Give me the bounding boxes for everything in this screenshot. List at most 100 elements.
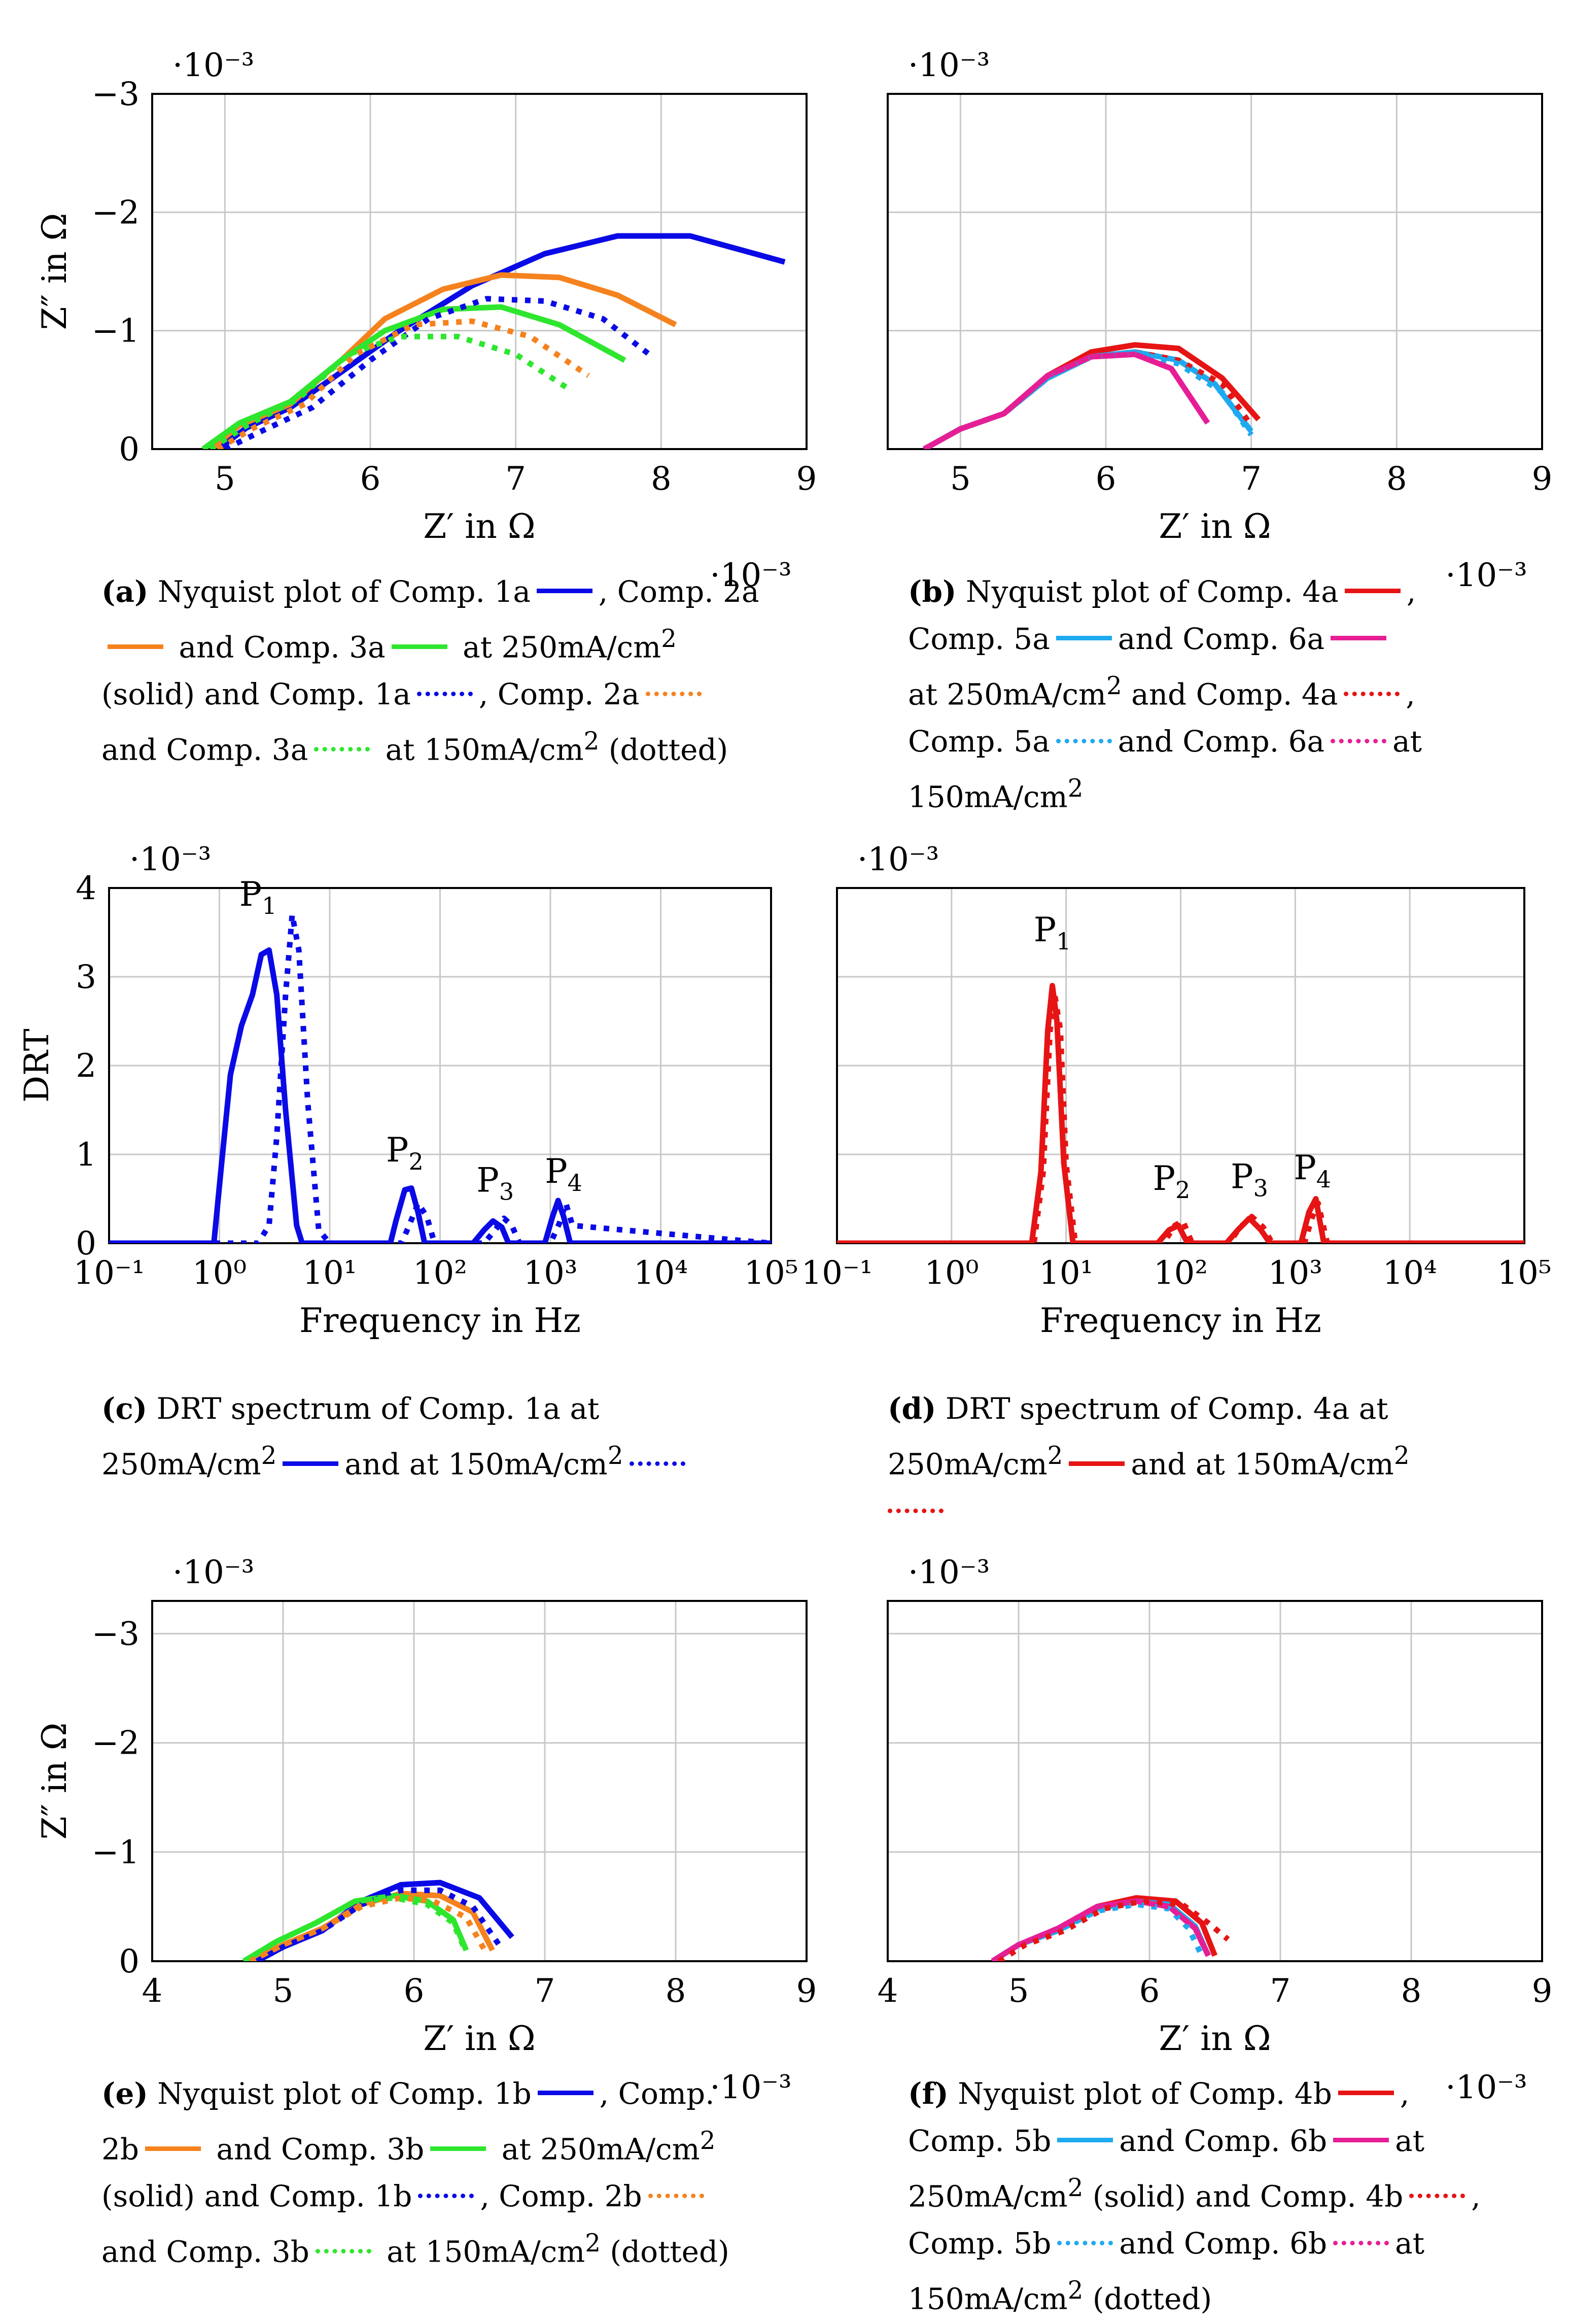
caption-text: and Comp. 3b (101, 2234, 309, 2269)
x-tick-label: 9 (1532, 1972, 1553, 2010)
caption-text: and Comp. 3a (179, 630, 386, 665)
caption-sup: 2 (1067, 2174, 1084, 2202)
plot-frame (836, 887, 1525, 1244)
series-line (216, 318, 590, 449)
caption-text: and at 150mA/cm (344, 1447, 608, 1482)
x-tick-label: 10⁵ (744, 1254, 798, 1292)
caption-text: , Comp. 2a (478, 677, 640, 712)
y-tick-label: 4 (76, 870, 96, 907)
series-line (923, 351, 1210, 449)
x-tick-label: 10³ (523, 1254, 577, 1292)
legend-swatch (1409, 2193, 1465, 2198)
legend-swatch (1056, 636, 1112, 641)
x-scale-label: ·10⁻³ (710, 2069, 791, 2106)
peak-label: P3 (1231, 1157, 1268, 1202)
caption-text: and Comp. 4a (1131, 677, 1338, 712)
caption-sup: 2 (1106, 672, 1122, 700)
caption-tag: (b) (908, 574, 957, 609)
legend-swatch (418, 2193, 474, 2198)
legend-swatch (536, 589, 592, 594)
legend-swatch (1057, 2240, 1113, 2245)
caption-text: and Comp. 6b (1119, 2226, 1328, 2261)
panel-d: 10⁻¹ 10⁰ 10¹ 10² 10³ 10⁴ 10⁵ ·10⁻³ Frequency in … (801, 841, 1552, 1340)
caption-sup: 2 (261, 1442, 277, 1470)
x-tick-label: 4 (142, 1972, 163, 2010)
y-tick-label: 0 (119, 431, 139, 468)
legend-swatch (1344, 691, 1400, 696)
caption-text: , Comp. 2b (480, 2179, 642, 2214)
y-tick-label: −1 (92, 313, 139, 350)
caption-text: at (1395, 2226, 1425, 2261)
panel-e: 4 5 6 7 8 9 0 −1 −2 −3 ·10⁻³ ·10⁻³ Z′ in Ω Z″ in Ω (35, 1554, 817, 2106)
caption-d: (d) DRT spectrum of Comp. 4a at 250mA/cm… (888, 1385, 1522, 1535)
x-tick-label: 9 (796, 1972, 817, 2010)
legend-swatch (888, 1508, 944, 1513)
legend-swatch (537, 2091, 594, 2096)
panel-a: 5 6 7 8 9 0 −1 −2 −3 ·10⁻³ ·10⁻³ Z′ in Ω Z″ in Ω (35, 47, 817, 594)
series-line (249, 1895, 488, 1961)
legend-swatch (1057, 2138, 1113, 2143)
panel-c: 10⁻¹ 10⁰ 10¹ 10² 10³ 10⁴ 10⁵ 0 1 2 3 4 ·10⁻³ Frequenc… (17, 841, 798, 1340)
caption-text: (dotted) (610, 2234, 729, 2269)
caption-sup: 2 (1067, 2276, 1084, 2305)
caption-text: and Comp. 6a (1118, 724, 1325, 759)
x-tick-label: 10⁻¹ (74, 1254, 145, 1292)
x-tick-label: 9 (796, 460, 817, 498)
panel-f: 4 5 6 7 8 9 ·10⁻³ ·10⁻³ Z′ in Ω (878, 1554, 1553, 2106)
caption-c: (c) DRT spectrum of Comp. 1a at 250mA/cm… (101, 1385, 761, 1488)
caption-sup: 2 (607, 1442, 623, 1470)
x-tick-label: 10⁴ (634, 1254, 688, 1292)
caption-text: at 250mA/cm (908, 677, 1106, 712)
x-axis-label: Z′ in Ω (423, 507, 535, 546)
caption-text: 250mA/cm (888, 1447, 1048, 1482)
series-line (923, 342, 1261, 449)
y-axis-label: Z″ in Ω (35, 213, 74, 330)
caption-b: (b) Nyquist plot of Comp. 4a, Comp. 5a an… (908, 568, 1517, 821)
legend-swatch (645, 691, 702, 696)
caption-text: 2b (101, 2132, 139, 2167)
caption-text: Nyquist plot of Comp. 4b (958, 2076, 1332, 2111)
x-tick-label: 8 (1401, 1972, 1422, 2010)
caption-text: and Comp. 6a (1118, 622, 1325, 656)
caption-text: at (1392, 724, 1422, 759)
caption-text: and Comp. 3a (101, 732, 308, 767)
x-tick-label: 10⁻¹ (801, 1254, 873, 1292)
series-line (201, 304, 626, 449)
x-tick-label: 6 (404, 1972, 425, 2010)
peak-label: P2 (1153, 1159, 1191, 1204)
y-tick-label: −2 (92, 194, 139, 231)
series-line (109, 947, 771, 1243)
y-tick-label: 2 (76, 1047, 96, 1085)
peak-label: P1 (1034, 910, 1071, 955)
caption-sup: 2 (661, 625, 677, 653)
plot-frame (151, 1600, 808, 1962)
x-tick-label: 8 (1386, 460, 1407, 498)
caption-tag: (a) (101, 574, 149, 609)
caption-text: (solid) and Comp. 4b (1092, 2179, 1404, 2214)
caption-text: , (1400, 2076, 1410, 2111)
caption-text: DRT spectrum of Comp. 4a at (945, 1391, 1388, 1426)
x-scale-label: ·10⁻³ (1445, 557, 1527, 594)
caption-text: , (1406, 677, 1415, 712)
caption-text: 150mA/cm (908, 2281, 1068, 2316)
x-tick-label: 7 (505, 460, 526, 498)
caption-text: (solid) and Comp. 1a (101, 677, 411, 712)
caption-sup: 2 (1067, 774, 1084, 803)
y-scale-label: ·10⁻³ (857, 841, 939, 878)
x-tick-label: 10⁰ (924, 1254, 979, 1292)
x-tick-label: 10² (1154, 1254, 1208, 1292)
caption-text: 150mA/cm (908, 779, 1068, 814)
caption-sup: 2 (585, 2229, 601, 2258)
series-line (216, 233, 786, 449)
panel-b: 5 6 7 8 9 ·10⁻³ ·10⁻³ Z′ in Ω (887, 47, 1552, 594)
series-line (208, 333, 569, 449)
series-line (242, 1895, 469, 1961)
caption-text: , Comp. 2a (598, 574, 759, 609)
y-tick-label: 0 (76, 1225, 96, 1262)
legend-swatch (314, 747, 370, 752)
series-line (923, 351, 1210, 449)
caption-a: (a) Nyquist plot of Comp. 1a , Comp. 2a a… (101, 568, 761, 774)
caption-text: and Comp. 3b (216, 2132, 425, 2167)
caption-tag: (d) (888, 1391, 936, 1426)
legend-swatch (391, 644, 447, 649)
